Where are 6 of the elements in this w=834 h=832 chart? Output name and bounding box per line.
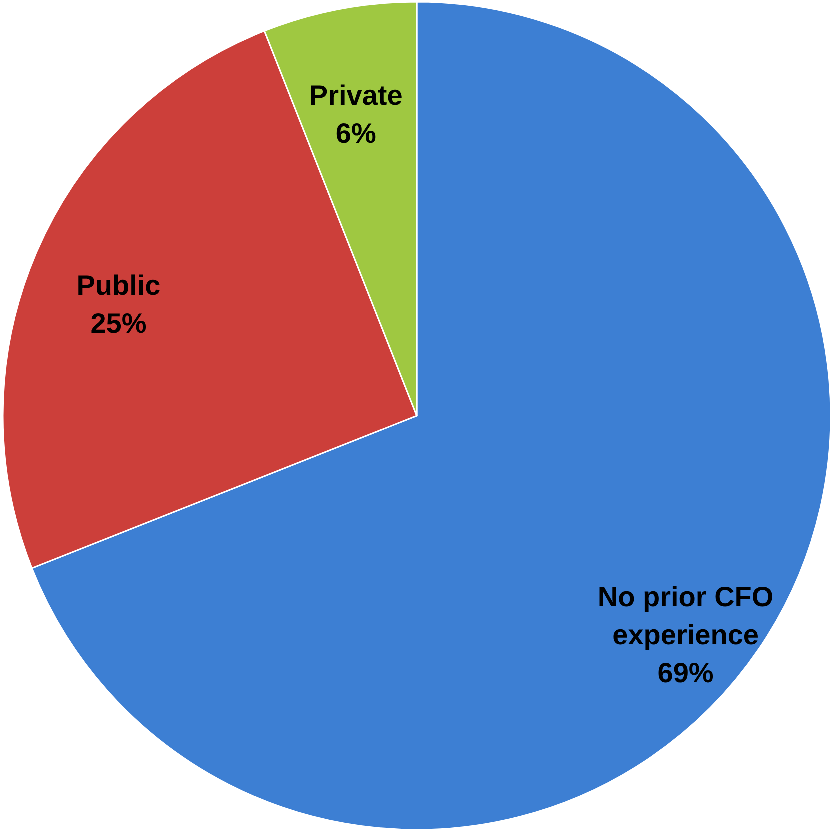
data-label: 69% [658,658,714,689]
slice-label: No prior CFO experience [598,582,774,651]
slice-label: Public [76,270,161,301]
slice-label: Private [309,80,403,111]
data-label: 25% [90,308,147,339]
data-label: 6% [336,118,376,149]
